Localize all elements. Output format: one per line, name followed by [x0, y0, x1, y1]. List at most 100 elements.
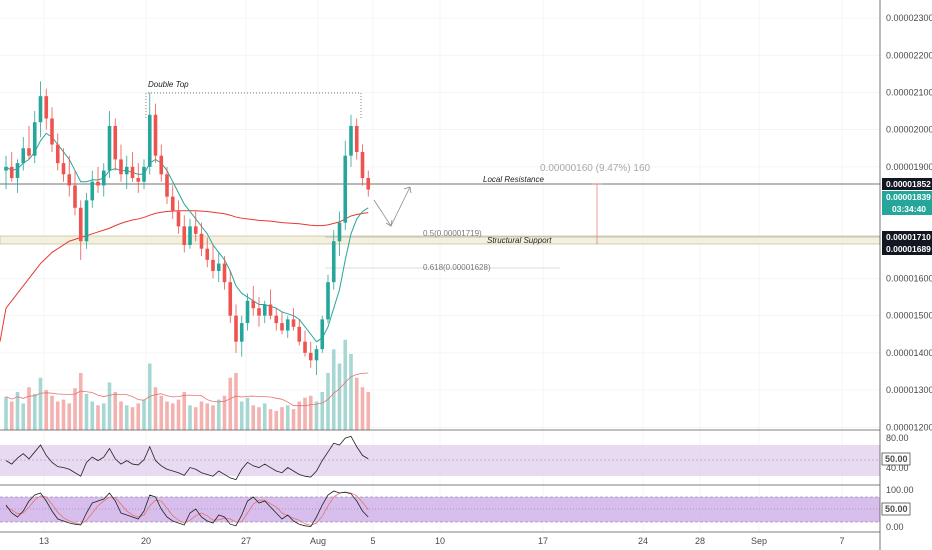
volume-bar	[27, 387, 31, 430]
volume-bar	[326, 373, 330, 430]
candle-body	[153, 114, 158, 156]
candle-body	[285, 319, 290, 331]
candle-body	[142, 166, 146, 182]
double-top-label: Double Top	[148, 80, 189, 89]
volume-bar	[211, 405, 215, 430]
structural-support-label: Structural Support	[487, 236, 552, 245]
price-tick-label: 0.00001500	[886, 311, 932, 321]
candle-body	[234, 315, 238, 342]
price-axis: 0.00002300 0.00002200 0.00002100 0.00002000…	[886, 13, 932, 432]
time-tick-label: 20	[141, 536, 151, 546]
volume-bar	[199, 401, 204, 430]
volume-bar	[55, 401, 60, 430]
candle-body	[182, 226, 187, 245]
volume-bar	[222, 395, 227, 430]
price-tick-label: 0.00001300	[886, 385, 932, 395]
time-tick-label: Sep	[751, 536, 767, 546]
volume-bar	[366, 392, 371, 430]
candle-body	[9, 166, 14, 179]
volume-bar	[297, 401, 302, 430]
price-tick-label: 0.00002000	[886, 125, 932, 135]
support-bottom-text: 0.00001689	[886, 244, 931, 254]
volume-bar	[165, 401, 169, 430]
candle-body	[262, 304, 267, 316]
support-top-tag	[882, 231, 932, 243]
price-tick-label: 0.00001200	[886, 422, 932, 432]
volume-bar	[136, 403, 141, 430]
candle-body	[251, 300, 256, 309]
volume-bar	[124, 405, 129, 430]
candle-body	[38, 96, 43, 123]
candle-body	[228, 282, 233, 316]
volume-bar	[101, 403, 106, 430]
candle-body	[291, 319, 296, 327]
candle-body	[245, 300, 250, 324]
candle-body	[15, 163, 20, 179]
volume-bar	[331, 349, 336, 430]
grid-lines	[0, 0, 880, 532]
volume-bar	[314, 401, 319, 430]
volume-bar	[205, 403, 210, 430]
candle-body	[119, 159, 123, 175]
rsi-band	[0, 445, 880, 476]
time-axis: 13 20 27 Aug 5 10 17 24 28 Sep 7	[39, 536, 845, 546]
volume-bar	[193, 407, 198, 430]
volume-bar	[303, 397, 307, 430]
volume-bar	[96, 405, 100, 430]
candle-body	[303, 341, 307, 353]
candle-body	[222, 263, 227, 283]
candle-body	[193, 226, 198, 234]
volume-bar	[349, 354, 353, 430]
candle-body	[107, 125, 112, 171]
volume-bar	[32, 393, 37, 430]
candles	[4, 81, 371, 376]
local-resistance-label: Local Resistance	[483, 175, 544, 184]
stoch-d-line	[5, 491, 369, 526]
volume-bar	[268, 409, 273, 430]
candle-body	[27, 148, 31, 156]
volume-bar	[9, 401, 14, 430]
price-tick-label: 0.00001600	[886, 273, 932, 283]
measure-label: 0.00000160 (9.47%) 160	[540, 163, 651, 174]
volume-bar	[216, 399, 221, 430]
candle-body	[268, 304, 273, 316]
candle-body	[96, 181, 100, 186]
volume-bar	[159, 395, 164, 430]
time-tick-label: 5	[370, 536, 375, 546]
candle-body	[326, 282, 330, 320]
candle-body	[280, 323, 284, 331]
volume-bar	[67, 403, 72, 430]
stoch-tick-0: 0.00	[886, 522, 904, 532]
candle-body	[159, 155, 164, 175]
volume-bar	[343, 339, 348, 430]
stoch-band	[0, 497, 880, 522]
projection-arrowhead	[403, 186, 412, 194]
volume-bar	[274, 411, 279, 430]
volume-bar	[320, 392, 325, 430]
candle-body	[130, 166, 135, 179]
volume-bar	[21, 403, 26, 430]
volume-ma-line	[5, 372, 369, 407]
volume-bar	[61, 399, 66, 430]
volume-bar	[15, 392, 20, 430]
candle-body	[199, 233, 204, 249]
candle-body	[320, 319, 325, 350]
candle-body	[61, 163, 66, 175]
volume-bar	[251, 405, 256, 430]
candle-body	[101, 170, 106, 186]
last-price-text: 0.00001839	[886, 192, 931, 202]
volume-bar	[78, 373, 83, 430]
candle-body	[343, 155, 348, 223]
volume-bar	[73, 388, 77, 430]
candle-body	[165, 174, 169, 197]
candle-body	[55, 144, 60, 164]
candle-body	[147, 114, 152, 167]
stoch-k-line	[5, 490, 369, 528]
countdown-tag	[882, 203, 932, 215]
stoch-tick-100: 100.00	[886, 485, 914, 495]
volume-bar	[113, 392, 118, 430]
candle-body	[78, 207, 83, 242]
rsi-tick-80: 80.00	[886, 433, 909, 443]
rsi-mid-text: 50.00	[885, 454, 908, 464]
